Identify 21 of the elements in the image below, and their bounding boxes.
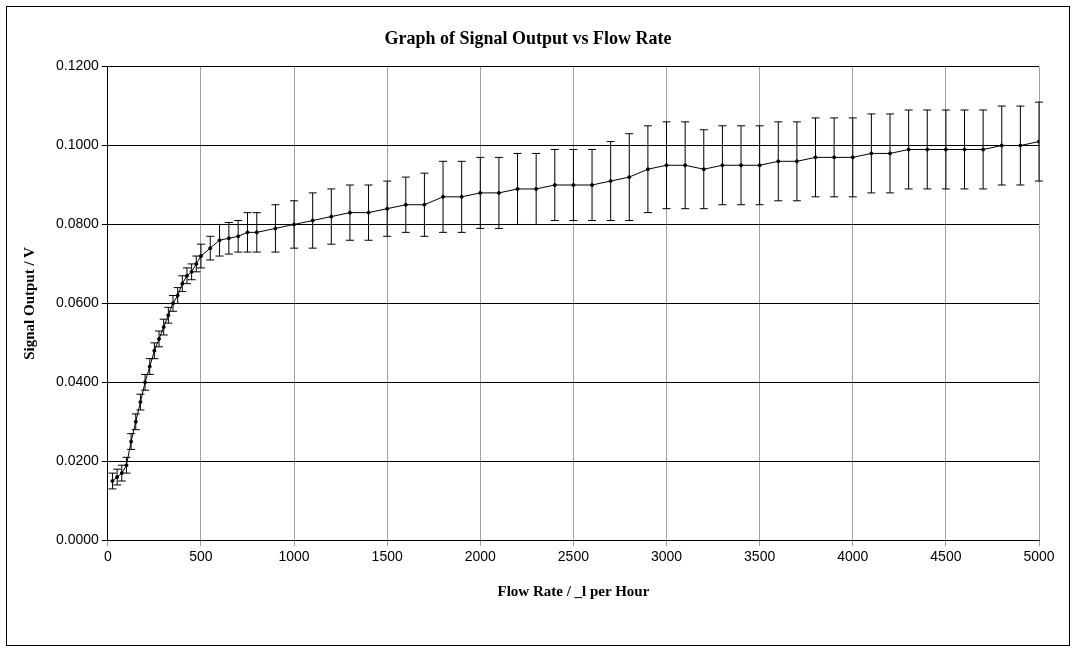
x-tick-label: 500 (189, 548, 213, 565)
y-tick-label: 0.0000 (55, 531, 100, 548)
x-tick-label: 3500 (744, 548, 776, 565)
y-tick-label: 0.1200 (55, 57, 100, 74)
y-tick-label: 0.1000 (55, 136, 100, 153)
x-axis-title: Flow Rate / _l per Hour (497, 582, 650, 599)
y-tick-label: 0.0800 (55, 215, 100, 232)
x-tick-label: 4000 (837, 548, 869, 565)
y-tick-label: 0.0400 (55, 373, 100, 390)
x-tick-label: 2500 (557, 548, 590, 565)
x-tick-label: 2000 (464, 548, 497, 565)
x-tick-label: 1500 (371, 548, 403, 565)
x-tick-label: 1000 (278, 548, 310, 565)
y-tick-label: 0.0600 (55, 294, 100, 311)
x-tick-label: 3000 (650, 548, 683, 565)
x-tick-label: 4500 (930, 548, 962, 565)
chart-title: Graph of Signal Output vs Flow Rate (384, 28, 672, 49)
x-tick-label: 0 (103, 548, 112, 565)
x-tick-label: 5000 (1023, 548, 1055, 565)
y-tick-label: 0.0200 (55, 452, 100, 469)
y-axis-title: Signal Output / V (20, 246, 37, 360)
